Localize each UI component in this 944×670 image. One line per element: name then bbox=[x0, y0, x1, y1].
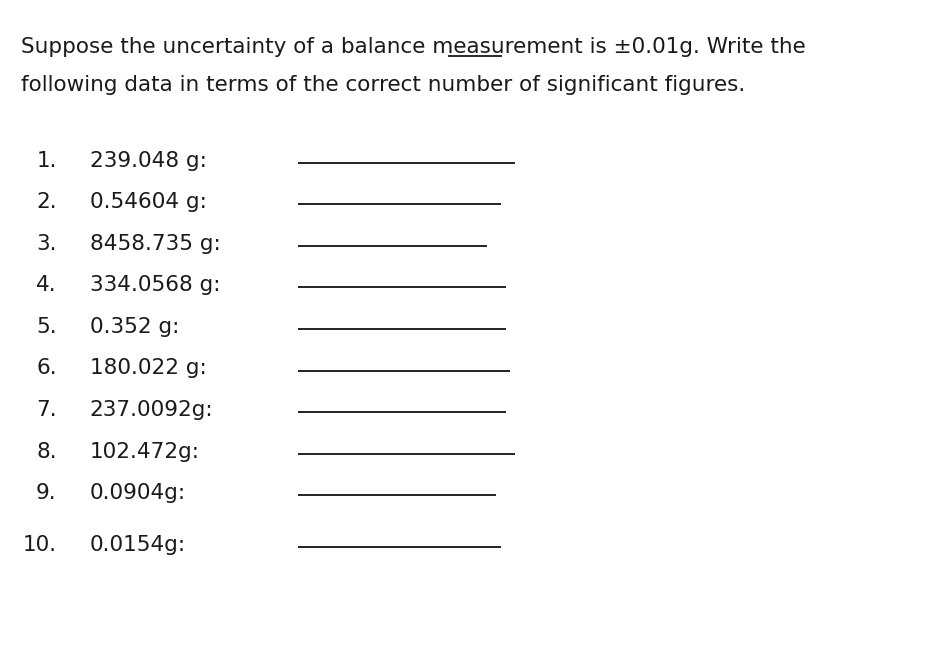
Text: 239.048 g:: 239.048 g: bbox=[90, 151, 207, 171]
Text: following data in terms of the correct number of significant figures.: following data in terms of the correct n… bbox=[21, 75, 744, 95]
Text: 7.: 7. bbox=[36, 400, 57, 420]
Text: 3.: 3. bbox=[36, 234, 57, 254]
Text: 237.0092g:: 237.0092g: bbox=[90, 400, 213, 420]
Text: 1.: 1. bbox=[36, 151, 57, 171]
Text: 334.0568 g:: 334.0568 g: bbox=[90, 275, 220, 295]
Text: 0.54604 g:: 0.54604 g: bbox=[90, 192, 207, 212]
Text: 2.: 2. bbox=[36, 192, 57, 212]
Text: Suppose the uncertainty of a balance measurement is ±0.01g. Write the: Suppose the uncertainty of a balance mea… bbox=[21, 37, 804, 57]
Text: 8.: 8. bbox=[36, 442, 57, 462]
Text: 8458.735 g:: 8458.735 g: bbox=[90, 234, 220, 254]
Text: 180.022 g:: 180.022 g: bbox=[90, 358, 207, 379]
Text: 10.: 10. bbox=[23, 535, 57, 555]
Text: 9.: 9. bbox=[36, 483, 57, 503]
Text: 5.: 5. bbox=[36, 317, 57, 337]
Text: 102.472g:: 102.472g: bbox=[90, 442, 199, 462]
Text: 0.0904g:: 0.0904g: bbox=[90, 483, 186, 503]
Text: 6.: 6. bbox=[36, 358, 57, 379]
Text: 0.352 g:: 0.352 g: bbox=[90, 317, 179, 337]
Text: 4.: 4. bbox=[36, 275, 57, 295]
Text: 0.0154g:: 0.0154g: bbox=[90, 535, 186, 555]
